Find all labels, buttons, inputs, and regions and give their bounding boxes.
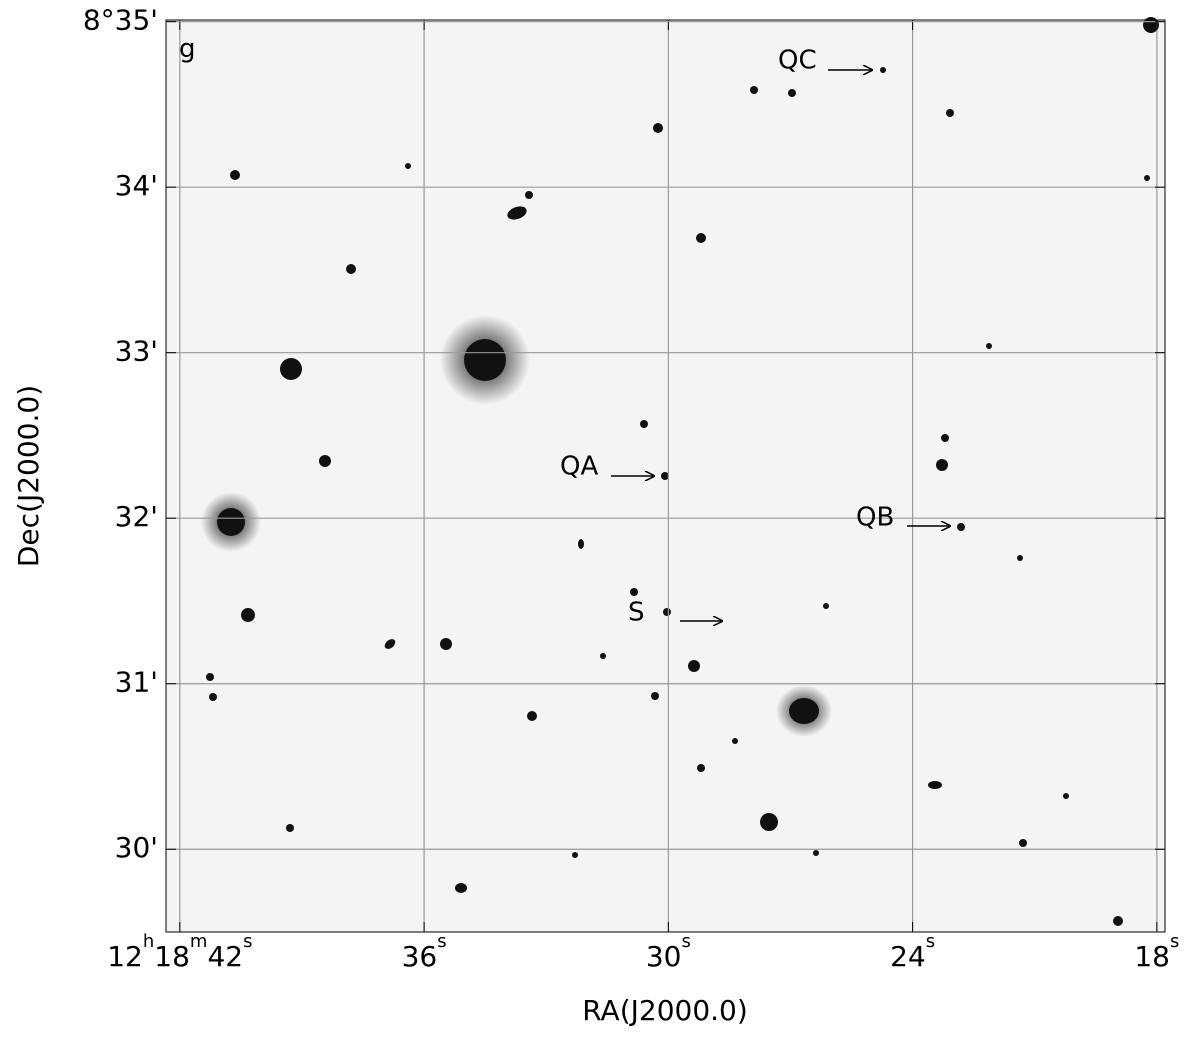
grid (166, 20, 1165, 932)
annotation: S (628, 598, 645, 628)
stars (201, 17, 1159, 926)
annotation: QC (778, 46, 817, 76)
y-tick-label: 30' (115, 831, 158, 864)
y-tick-label: 33' (115, 335, 158, 368)
x-tick-label: 36s (402, 931, 447, 973)
x-tick-label: 30s (646, 931, 691, 973)
y-tick-label: 32' (115, 500, 158, 533)
y-tick-label: 31' (115, 666, 158, 699)
x-tick-label: 18s (1134, 931, 1179, 973)
y-axis-label: Dec(J2000.0) (12, 385, 45, 567)
annotation: QB (856, 503, 894, 533)
y-tick-label: 34' (115, 169, 158, 202)
x-axis-label: RA(J2000.0) (582, 994, 748, 1027)
annotations: QC QA QB S (560, 46, 951, 628)
x-tick-label: 12h18m42s (107, 931, 252, 973)
annotation: QA (560, 452, 598, 482)
band-label: g (179, 34, 196, 64)
y-tick-label: 8°35' (83, 4, 158, 37)
x-tick-label: 24s (890, 931, 935, 973)
